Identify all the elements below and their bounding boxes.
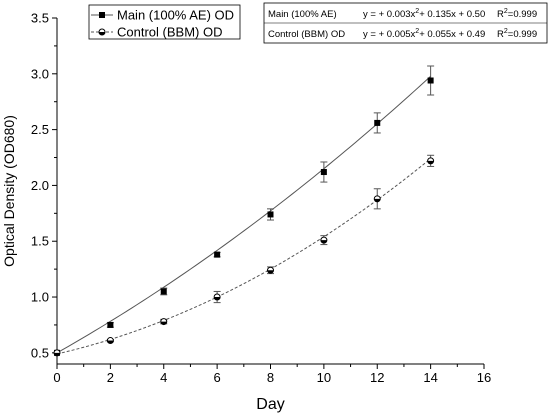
marker-circle-fill [320, 240, 327, 244]
legend-item-control: Control (BBM) OD [91, 25, 222, 40]
equation-box: Main (100% AE) y = + 0.003x2+ 0.135x + 0… [263, 2, 548, 44]
x-axis-ticks: 0 2 4 6 8 10 12 14 16 [53, 364, 491, 385]
data-point-control [427, 157, 435, 165]
data-point-main [267, 211, 274, 218]
plot-area: 0 2 4 6 8 10 12 14 16 0.5 1.0 1.5 2.0 2.5 3.0 3.5 [31, 11, 491, 386]
data-point-main [214, 251, 221, 258]
series-layer [53, 65, 435, 357]
x-tick-label: 14 [423, 370, 437, 385]
equation-row-main-r2: R2=0.999 [497, 8, 537, 20]
data-point-main [427, 77, 434, 84]
marker-circle-fill [54, 352, 60, 356]
equation-row-control: Control (BBM) OD y = + 0.005x2+ 0.055x +… [268, 28, 537, 40]
data-point-main [107, 321, 114, 328]
y-tick-label: 3.0 [31, 66, 49, 81]
y-tick-label: 2.0 [31, 178, 49, 193]
x-tick-label: 16 [477, 370, 491, 385]
data-point-main [374, 119, 381, 126]
y-tick-label: 2.5 [31, 122, 49, 137]
equation-main-exponent: 2 [415, 8, 419, 15]
r2-control-label: R [497, 29, 504, 40]
x-tick-label: 8 [267, 370, 274, 385]
y-axis-ticks: 0.5 1.0 1.5 2.0 2.5 3.0 3.5 [31, 11, 57, 360]
marker-circle-fill [160, 321, 167, 325]
equation-row-control-name: Control (BBM) OD [268, 29, 345, 40]
r2-main-exponent: 2 [504, 8, 508, 15]
series-main [54, 65, 435, 356]
y-tick-label: 1.0 [31, 290, 49, 305]
data-point-main [320, 169, 327, 176]
y-tick-label: 3.5 [31, 11, 49, 26]
x-axis-title: Day [256, 396, 284, 413]
y-axis-title: Optical Density (OD680) [1, 115, 17, 267]
marker-circle-fill [99, 32, 105, 35]
r2-main-label: R [497, 9, 504, 20]
equation-row-control-equation: y = + 0.005x2+ 0.055x + 0.49 [363, 28, 485, 40]
equation-row-main-name: Main (100% AE) [268, 9, 337, 20]
marker-circle-fill [374, 198, 381, 202]
fit-line-main [56, 75, 431, 354]
data-point-control [267, 266, 274, 274]
equation-control-suffix: + 0.055x + 0.49 [419, 29, 485, 40]
equation-control-prefix: y = + 0.005x [363, 29, 416, 40]
series-control [53, 154, 435, 357]
y-tick-label: 1.5 [31, 234, 49, 249]
legend-marker-control [98, 28, 106, 36]
x-tick-label: 4 [160, 370, 167, 385]
x-tick-label: 6 [214, 370, 221, 385]
marker-circle-fill [267, 270, 274, 274]
equation-control-exponent: 2 [415, 28, 419, 35]
data-point-control [320, 236, 328, 244]
legend-item-main: Main (100% AE) OD [91, 8, 234, 23]
data-point-control [213, 293, 221, 301]
data-point-main [160, 288, 167, 295]
x-tick-label: 12 [370, 370, 384, 385]
marker-circle-fill [427, 160, 434, 164]
y-tick-label: 0.5 [31, 345, 49, 360]
x-tick-label: 10 [317, 370, 331, 385]
legend-marker-main [99, 12, 105, 18]
x-tick-label: 0 [53, 370, 60, 385]
data-point-control [373, 195, 381, 203]
legend-label-main: Main (100% AE) OD [117, 8, 234, 23]
equation-main-suffix: + 0.135x + 0.50 [419, 9, 485, 20]
equation-row-control-r2: R2=0.999 [497, 28, 537, 40]
data-point-control [53, 349, 61, 357]
r2-main-value: =0.999 [508, 9, 537, 20]
legend-box [88, 4, 241, 40]
legend-circle [98, 28, 106, 36]
x-tick-label: 2 [107, 370, 114, 385]
r2-control-exponent: 2 [504, 28, 508, 35]
marker-circle-fill [107, 340, 114, 344]
legend-label-control: Control (BBM) OD [117, 25, 222, 40]
marker-circle-fill [214, 297, 221, 301]
data-point-control [160, 318, 168, 326]
equation-row-main: Main (100% AE) y = + 0.003x2+ 0.135x + 0… [268, 8, 537, 20]
equation-row-main-equation: y = + 0.003x2+ 0.135x + 0.50 [363, 8, 485, 20]
fit-line-control [56, 158, 431, 355]
legend: Main (100% AE) OD Control (BBM) OD [88, 4, 241, 40]
equation-main-prefix: y = + 0.003x [363, 9, 416, 20]
data-point-control [106, 337, 114, 345]
r2-control-value: =0.999 [508, 29, 537, 40]
